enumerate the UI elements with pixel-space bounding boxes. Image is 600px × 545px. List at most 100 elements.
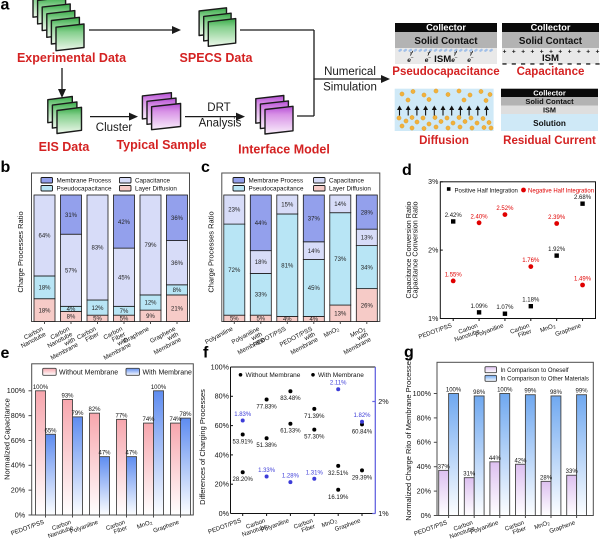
svg-text:1.82%: 1.82% [353,413,371,419]
svg-text:98%: 98% [550,390,563,396]
svg-text:28.20%: 28.20% [233,477,254,483]
svg-text:42%: 42% [118,220,131,226]
svg-text:Interface Model: Interface Model [238,143,330,157]
svg-text:72%: 72% [228,268,241,274]
svg-text:1.18%: 1.18% [522,298,540,304]
svg-text:f: f [203,345,209,362]
svg-text:0%: 0% [219,509,230,518]
svg-text:Cluster: Cluster [96,122,133,134]
svg-text:Membrane Process: Membrane Process [57,178,112,185]
svg-text:65%: 65% [44,428,57,434]
svg-text:Diffusion: Diffusion [419,135,469,147]
svg-text:4%: 4% [283,317,292,323]
svg-text:4%: 4% [309,317,318,323]
svg-text:+: + [596,49,600,56]
svg-text:93%: 93% [61,393,74,399]
svg-text:1.83%: 1.83% [234,412,252,418]
svg-text:Collector: Collector [426,23,466,33]
svg-text:−: − [471,56,474,62]
svg-text:+: + [558,49,562,56]
svg-text:Solid Contact: Solid Contact [519,36,583,47]
svg-text:Typical Sample: Typical Sample [116,138,206,152]
svg-text:2.52%: 2.52% [496,206,514,212]
svg-text:83%: 83% [91,246,104,252]
svg-text:20%: 20% [215,480,230,489]
svg-text:+: + [586,49,590,56]
svg-text:e: e [1,345,10,362]
svg-text:5%: 5% [256,317,265,323]
svg-text:100%: 100% [446,388,462,394]
svg-text:Solution: Solution [533,119,566,128]
svg-text:42%: 42% [514,458,527,464]
svg-text:37%: 37% [308,217,321,223]
svg-text:2.11%: 2.11% [330,381,347,387]
svg-text:80%: 80% [215,392,230,401]
svg-text:20%: 20% [417,487,432,496]
svg-text:Pseudocapacitance: Pseudocapacitance [249,186,304,193]
svg-text:With Membrane: With Membrane [318,372,364,379]
svg-text:57%: 57% [65,268,78,274]
svg-text:44%: 44% [489,456,502,462]
svg-text:e: e [425,57,429,64]
svg-text:1.28%: 1.28% [282,474,300,480]
svg-text:23%: 23% [228,208,241,214]
svg-text:4%: 4% [67,307,76,313]
svg-text:8%: 8% [67,315,76,321]
svg-text:Pseudocapacitance: Pseudocapacitance [392,66,499,78]
svg-text:47%: 47% [125,451,138,457]
svg-text:−: − [411,56,414,62]
svg-text:5%: 5% [230,317,239,323]
svg-text:82%: 82% [88,407,101,413]
svg-text:44%: 44% [255,221,268,227]
svg-text:100%: 100% [33,385,49,391]
svg-text:71.39%: 71.39% [304,414,325,420]
svg-text:Without Membrane: Without Membrane [59,369,118,376]
svg-text:28%: 28% [540,475,553,481]
svg-text:Experimental Data: Experimental Data [17,51,127,65]
svg-text:+: + [549,49,553,56]
svg-text:d: d [402,162,412,179]
svg-text:100%: 100% [151,385,167,391]
svg-text:51.38%: 51.38% [256,443,277,449]
svg-text:31%: 31% [65,213,78,219]
svg-text:e: e [467,57,471,64]
svg-text:Normalized Charge Rito of Memb: Normalized Charge Rito of Membrane Proce… [404,357,413,521]
svg-text:Capacitance: Capacitance [135,178,171,185]
svg-text:+: + [512,49,516,56]
svg-text:99%: 99% [576,389,589,395]
svg-text:29.39%: 29.39% [352,475,373,481]
svg-text:2.40%: 2.40% [471,214,489,220]
svg-text:15%: 15% [281,203,294,209]
svg-text:Capacitance Conversion Ratio: Capacitance Conversion Ratio [411,201,420,298]
svg-text:80%: 80% [11,411,26,420]
svg-text:99%: 99% [524,389,537,395]
svg-text:Without Membrane: Without Membrane [246,372,301,379]
svg-text:16.19%: 16.19% [328,495,349,501]
svg-text:e: e [451,57,455,64]
svg-text:DRT: DRT [207,102,230,114]
svg-text:−: − [428,56,431,62]
svg-text:Capacitance Conversion Ratio: Capacitance Conversion Ratio [404,201,413,298]
svg-text:18%: 18% [255,260,268,266]
svg-text:Membrane Process: Membrane Process [249,178,304,185]
svg-text:77%: 77% [115,413,128,419]
svg-text:47%: 47% [98,451,111,457]
svg-text:40%: 40% [215,450,230,459]
svg-text:a: a [1,0,10,14]
svg-text:14%: 14% [334,202,347,208]
svg-text:8%: 8% [173,288,182,294]
svg-text:77.83%: 77.83% [256,404,277,410]
svg-text:Collector: Collector [531,23,571,33]
svg-text:+: + [503,49,507,56]
svg-text:+: + [577,49,581,56]
svg-text:100%: 100% [413,389,432,398]
svg-text:ISM: ISM [434,54,451,65]
svg-text:2.39%: 2.39% [548,215,566,221]
svg-text:98%: 98% [473,390,486,396]
svg-text:With Membrane: With Membrane [143,369,193,376]
svg-text:100%: 100% [497,388,513,394]
svg-text:73%: 73% [334,257,347,263]
svg-text:+: + [531,49,535,56]
svg-text:60%: 60% [11,436,26,445]
svg-text:9%: 9% [146,314,155,320]
